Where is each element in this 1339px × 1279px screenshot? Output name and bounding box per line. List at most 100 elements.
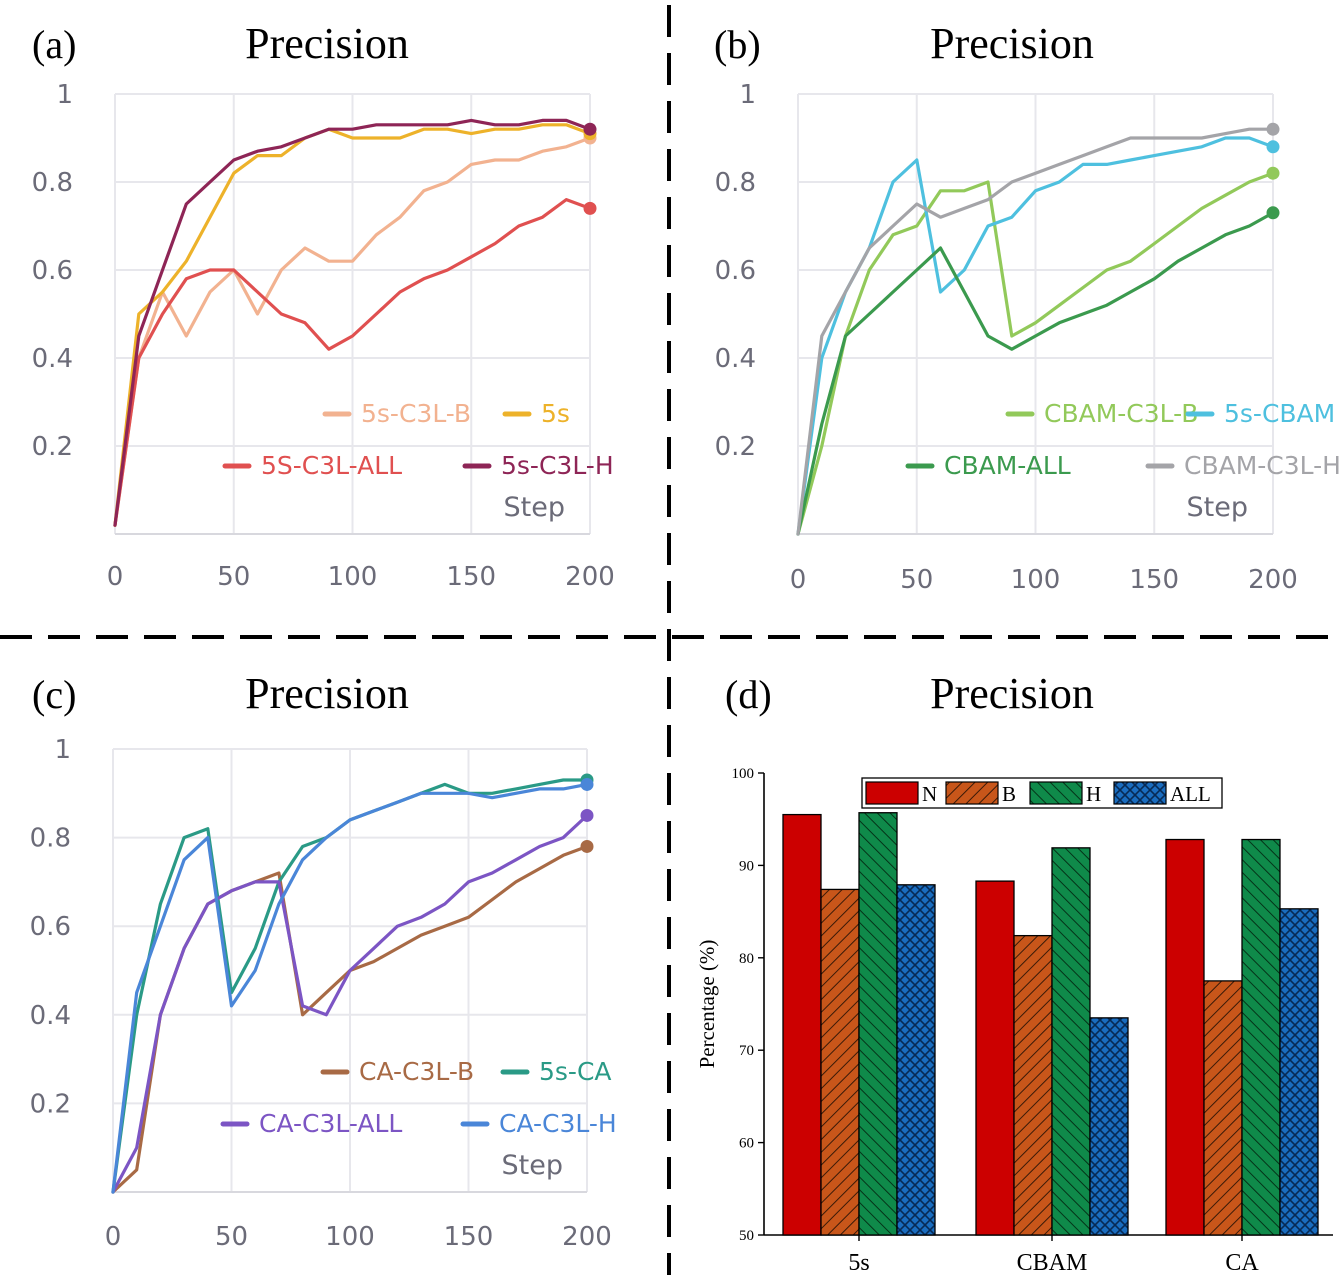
x-tick-label: 50 [215,1222,248,1252]
panel-title-d: Precision [930,669,1094,718]
panel-tag-d: (d) [725,672,772,717]
line-chart-a: 0 50 100 150 200 0.2 0.4 0.6 0.8 1 5s-C3L-B 5s 5S-C3… [32,80,615,592]
line-chart-c: 0 50 100 150 200 0.2 0.4 0.6 0.8 1 CA-C3L-B 5s-CA CA… [30,735,617,1252]
legend-label-5s: 5s [541,399,570,428]
bar-ca-all [1279,908,1319,1236]
series-line-cbam-c3l-b [796,171,1275,536]
bar-ca-b [1203,980,1243,1236]
series-line-cbam-c3l-h [796,127,1275,536]
bar-cbam-all [1089,1017,1129,1236]
x-tick-label: 150 [1129,565,1179,595]
series-line-5s-c3l-h [113,118,592,527]
legend-label-5s-c3l-all: 5S-C3L-ALL [261,451,402,480]
y-tick-label: 0.2 [30,1089,71,1119]
y-tick-label: 0.4 [715,344,756,374]
bar-chart-d: 50 60 70 80 90 100 Percentage (%) 5s CBAM CA N B H AL… [695,766,1333,1276]
bar-ca-n [1165,838,1205,1236]
series-end-point-cbam-all [1266,206,1280,220]
legend-swatch-b [945,781,999,805]
x-tick-label: 100 [328,562,378,592]
bar-5s-all [896,884,936,1236]
legend-label-cbam-c3l-h: CBAM-C3L-H [1184,451,1339,480]
legend-swatch-h [1029,781,1083,805]
legend-label-5s-c3l-b: 5s-C3L-B [361,399,471,428]
series-end-point-cbam-c3l-h [1266,122,1280,136]
series-line-cbam-all [796,211,1275,536]
x-tick-label: 150 [446,562,496,592]
legend-label-ca-c3l-h: CA-C3L-H [499,1109,617,1138]
category-label: CBAM [1017,1250,1088,1276]
legend-swatch-n [865,781,919,805]
y-tick-label: 0.8 [30,824,71,854]
category-label: 5s [848,1250,869,1276]
legend-label-b: B [1002,782,1016,806]
legend-label-cbam-c3l-b: CBAM-C3L-B [1044,399,1198,428]
y-tick-label: 0.6 [30,912,71,942]
y-tick-label: 70 [739,1043,754,1059]
legend-label-n: N [922,782,937,806]
series-end-point-5s-c3l-h [583,122,597,136]
legend-label-cbam-all: CBAM-ALL [944,451,1071,480]
bar-5s-b [820,888,860,1236]
y-tick-label: 90 [739,858,754,874]
series-line-5s-c3l-b [113,136,592,527]
bar-cbam-n [975,880,1015,1236]
y-tick-label: 0.6 [32,256,73,286]
series-line-ca-c3l-h [111,782,589,1194]
y-tick-label: 1 [56,80,73,110]
x-tick-label: 100 [1011,565,1061,595]
x-tick-label: 100 [325,1222,375,1252]
x-axis-label: Step [504,492,565,523]
y-tick-label: 0.4 [32,344,73,374]
y-tick-label: 80 [739,951,754,967]
x-tick-label: 0 [790,565,807,595]
bar-5s-h [858,812,898,1236]
series-line-5s [113,123,592,527]
legend-label-5s-cbam: 5s-CBAM [1224,399,1335,428]
x-axis-label: Step [502,1150,563,1181]
legend-label-ca-c3l-all: CA-C3L-ALL [259,1109,402,1138]
legend-label-5s-c3l-h: 5s-C3L-H [501,451,614,480]
y-tick-label: 0.2 [32,432,73,462]
panel-tag-b: (b) [714,22,761,67]
panel-tag-a: (a) [32,22,76,67]
y-tick-label: 0.2 [715,432,756,462]
panel-title-a: Precision [245,19,409,68]
series-line-5s-c3l-all [113,198,592,527]
y-tick-label: 0.4 [30,1001,71,1031]
series-end-point-cbam-c3l-b [1266,166,1280,180]
y-tick-label: 0.6 [715,256,756,286]
legend-swatch-all [1113,781,1167,805]
y-tick-label: 1 [739,80,756,110]
y-tick-label: 1 [54,735,71,765]
y-tick-label: 100 [732,766,755,782]
series-end-point-5s-c3l-all [583,201,597,215]
x-tick-label: 0 [107,562,124,592]
bar-cbam-h [1051,847,1091,1236]
y-tick-label: 0.8 [32,168,73,198]
series-line-5s-cbam [796,136,1275,536]
x-axis-label: Step [1187,492,1248,523]
x-tick-label: 50 [217,562,250,592]
legend-label-all: ALL [1170,782,1211,806]
bar-cbam-b [1013,934,1053,1236]
series-end-point-ca-c3l-b [580,839,594,853]
y-axis-label: Percentage (%) [695,940,719,1069]
x-tick-label: 200 [565,562,615,592]
legend-label-h: H [1086,782,1101,806]
panel-tag-c: (c) [32,672,76,717]
y-tick-label: 0.8 [715,168,756,198]
x-tick-label: 200 [562,1222,612,1252]
panel-title-c: Precision [245,669,409,718]
legend-label-ca-c3l-b: CA-C3L-B [359,1057,474,1086]
x-tick-label: 50 [900,565,933,595]
series-end-point-ca-c3l-all [580,808,594,822]
line-chart-b: 0 50 100 150 200 0.2 0.4 0.6 0.8 1 CBAM-C3L-B 5s-CB… [715,80,1339,595]
bar-5s-n [782,813,822,1236]
y-tick-label: 50 [739,1228,754,1244]
x-tick-label: 200 [1248,565,1298,595]
x-tick-label: 150 [444,1222,494,1252]
category-label: CA [1225,1250,1259,1276]
series-line-ca-c3l-all [111,813,589,1194]
